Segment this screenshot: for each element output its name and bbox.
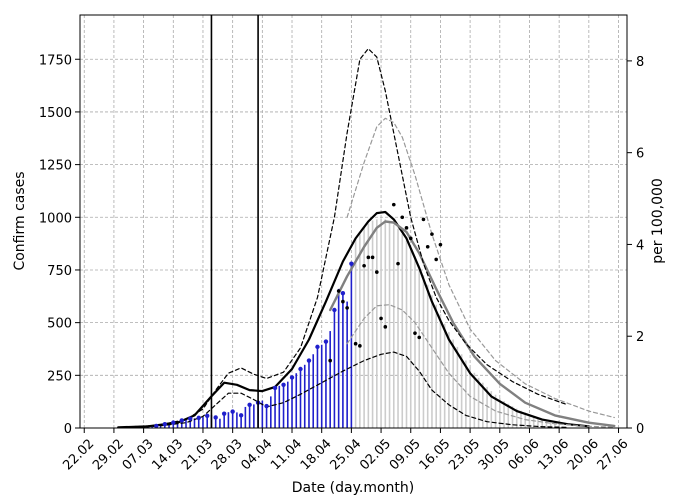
observed-point — [272, 385, 278, 391]
observed-point — [205, 413, 210, 418]
series-line-5 — [346, 304, 615, 428]
x-tick-label: 02.05 — [357, 436, 394, 473]
x-tick-label: 13.06 — [535, 436, 572, 473]
vertical-markers — [210, 15, 259, 428]
observed-point — [340, 290, 346, 296]
observed-point — [323, 339, 329, 344]
scatter-point — [391, 202, 396, 207]
observed-point — [247, 402, 252, 408]
y-tick-label: 0 — [64, 422, 72, 437]
observed-point — [298, 366, 303, 372]
scatter-point — [400, 215, 405, 220]
scatter-point — [396, 261, 400, 266]
scatter-point — [353, 341, 358, 346]
x-tick-label: 20.06 — [565, 436, 602, 473]
y-tick-label: 750 — [47, 264, 72, 279]
scatter-point — [404, 226, 409, 230]
y-tick-label: 1750 — [39, 53, 72, 68]
y-tick-label: 1000 — [39, 211, 72, 226]
x-tick-label: 09.05 — [387, 436, 424, 473]
x-tick-label: 14.03 — [149, 436, 186, 473]
observed-point — [264, 403, 269, 409]
observed-point — [332, 307, 337, 313]
x-tick-label: 28.03 — [209, 436, 246, 473]
x-tick-label: 06.06 — [506, 436, 543, 473]
scatter-point — [434, 257, 438, 262]
scatter-point — [408, 236, 413, 241]
observed-point — [315, 344, 320, 350]
x-tick-label: 21.03 — [179, 436, 216, 473]
observed-point — [154, 423, 159, 429]
grid — [80, 15, 627, 429]
scatter-point — [370, 255, 375, 260]
points — [154, 202, 443, 429]
x-tick-label: 29.02 — [90, 436, 127, 473]
x-axis-label: Date (day.month) — [292, 480, 414, 496]
x-tick-label: 11.04 — [268, 436, 305, 473]
y-right-tick-label: 2 — [636, 330, 644, 345]
y-right-tick-label: 8 — [636, 55, 644, 70]
scatter-point — [430, 232, 434, 236]
scatter-point — [358, 344, 362, 348]
x-tick-label: 07.03 — [120, 436, 157, 473]
series-lines — [117, 48, 616, 429]
scatter-point — [366, 255, 371, 260]
x-tick-label: 30.05 — [476, 436, 513, 473]
series-line-1 — [329, 220, 616, 428]
observed-point — [171, 420, 176, 425]
x-tick-label: 18.04 — [298, 436, 335, 473]
scatter-point — [341, 299, 345, 304]
scatter-point — [421, 217, 426, 222]
scatter-point — [413, 331, 417, 335]
observed-point — [221, 411, 227, 416]
series-line-0 — [117, 210, 590, 429]
y-tick-label: 1500 — [39, 106, 72, 121]
plot-frame — [79, 14, 628, 429]
observed-point — [196, 415, 201, 421]
y-tick-label: 500 — [47, 317, 72, 332]
x-tick-label: 04.04 — [238, 436, 275, 473]
scatter-point — [425, 244, 430, 249]
y-axis-right-label: per 100,000 — [650, 178, 666, 264]
series-line-3 — [117, 351, 569, 429]
x-tick-label: 22.02 — [60, 436, 97, 473]
scatter-point — [383, 325, 388, 329]
observed-point — [238, 413, 244, 418]
scatter-point — [336, 289, 341, 293]
x-tick-label: 27.06 — [595, 436, 632, 473]
y-tick-label: 250 — [47, 369, 72, 384]
x-tick-label: 23.05 — [446, 436, 483, 473]
scatter-point — [375, 270, 379, 274]
scatter-point — [362, 263, 366, 268]
observed-point — [179, 418, 184, 423]
x-tick-label: 25.04 — [328, 436, 365, 473]
y-tick-label: 1250 — [39, 159, 72, 174]
scatter-point — [438, 242, 443, 247]
observed-point — [349, 261, 354, 266]
scatter-point — [417, 335, 422, 340]
scatter-point — [379, 316, 383, 321]
observed-point — [281, 382, 286, 388]
x-tick-label: 16.05 — [417, 436, 454, 473]
observed-point — [162, 422, 168, 427]
series-line-2 — [117, 48, 569, 428]
y-right-tick-label: 0 — [636, 422, 644, 437]
y-axis-label: Confirm cases — [12, 171, 28, 270]
observed-point — [188, 416, 193, 421]
observed-point — [289, 375, 295, 380]
observed-point — [213, 415, 218, 420]
observed-point — [306, 358, 312, 363]
y-right-tick-label: 4 — [636, 238, 644, 253]
scatter-point — [328, 358, 332, 363]
observed-point — [230, 409, 235, 414]
series-line-4 — [346, 117, 615, 419]
bars — [117, 218, 560, 428]
scatter-point — [345, 306, 349, 310]
y-right-tick-label: 6 — [636, 147, 644, 162]
